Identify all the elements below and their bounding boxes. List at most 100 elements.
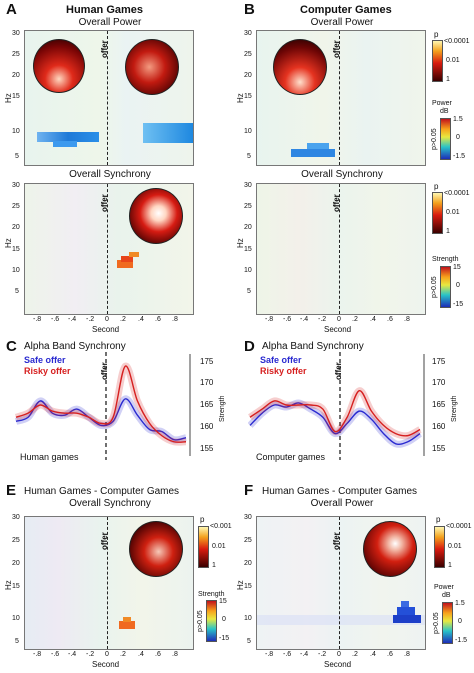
alpha-band-blob <box>37 132 99 142</box>
colorbar-tick: <0.001 <box>210 523 232 530</box>
p-label: p <box>434 182 439 191</box>
legend-safe-d: Safe offer <box>260 355 302 365</box>
alpha-band-blob <box>53 141 77 147</box>
panel-title-b: Computer Games <box>300 4 392 16</box>
second-label: Second <box>324 660 352 669</box>
offer-label: offer <box>100 194 109 212</box>
alpha-band-blob <box>397 607 415 615</box>
second-label: Second <box>324 325 352 334</box>
panel-letter-f: F <box>244 482 254 499</box>
heatmap-a-power <box>24 30 194 166</box>
alpha-band-blob <box>143 123 193 143</box>
alpha-band-blob <box>393 615 421 623</box>
p-gt-label: p>0.05 <box>431 128 438 150</box>
offer-line <box>339 517 340 649</box>
topography-head <box>273 39 327 95</box>
sync-blob <box>117 260 133 268</box>
strength-axis-label: Strength <box>219 395 226 422</box>
colorbar-tick: 0 <box>222 616 226 623</box>
legend-risky-c: Risky offer <box>24 366 71 376</box>
colorbar-tick: <0.0001 <box>444 38 470 45</box>
topography-head <box>129 188 183 244</box>
caption-c: Human games <box>20 452 79 462</box>
topography-head <box>125 39 179 95</box>
panel-letter-a: A <box>6 1 17 18</box>
colorbar-tick: 1.5 <box>455 600 465 607</box>
p-colorbar <box>434 526 445 568</box>
strength-axis-label: Strength <box>451 395 458 422</box>
p-gt-label: p>0.05 <box>197 610 204 632</box>
offer-line <box>339 31 340 165</box>
sync-blob <box>121 256 133 262</box>
offer-label: offer <box>332 532 341 550</box>
strength-colorbar <box>206 600 217 642</box>
p-label: p <box>436 515 441 524</box>
panel-letter-d: D <box>244 338 255 355</box>
colorbar-tick: <0.0001 <box>446 523 472 530</box>
panel-e-subtitle: Overall Synchrony <box>69 498 151 509</box>
heatmap-b-sync <box>256 183 426 315</box>
colorbar-tick: 15 <box>453 264 461 271</box>
panel-title-e: Human Games - Computer Games <box>24 486 180 497</box>
power-band <box>257 615 425 625</box>
offer-label: offer <box>100 532 109 550</box>
second-label: Second <box>92 660 120 669</box>
heatmap-f <box>256 516 426 650</box>
offer-label: offer <box>332 40 341 58</box>
panel-letter-e: E <box>6 482 17 499</box>
colorbar-tick: -15 <box>219 635 230 642</box>
p-label: p <box>200 515 205 524</box>
colorbar-tick: -1.5 <box>453 153 466 160</box>
db-label: dB <box>440 108 449 115</box>
offer-line <box>107 517 108 649</box>
colorbar-tick: 1 <box>448 562 452 569</box>
alpha-band-blob <box>401 601 409 607</box>
panel-letter-c: C <box>6 338 17 355</box>
p-label: p <box>434 30 439 39</box>
colorbar-tick: -15 <box>453 301 464 308</box>
power-colorbar <box>440 118 451 160</box>
p-gt-label: p>0.05 <box>433 612 440 634</box>
topography-head <box>33 39 85 93</box>
colorbar-tick: 1 <box>212 562 216 569</box>
power-label: Power <box>434 584 454 591</box>
colorbar-tick: 0 <box>456 134 460 141</box>
sync-blob <box>123 617 131 622</box>
power-label: Power <box>432 100 452 107</box>
legend-safe-c: Safe offer <box>24 355 66 365</box>
offer-label: offer <box>100 40 109 58</box>
panel-letter-b: B <box>244 1 255 18</box>
panel-b-power-title: Overall Power <box>310 17 374 28</box>
sync-blob <box>129 252 139 257</box>
series-error-band-safe <box>248 399 423 448</box>
series-line-risky <box>249 390 421 437</box>
strength-label: Strength <box>198 591 225 598</box>
legend-risky-d: Risky offer <box>260 366 307 376</box>
offer-line <box>107 184 108 314</box>
p-gt-label: p>0.05 <box>431 276 438 298</box>
panel-title-c: Alpha Band Synchrony <box>24 341 126 352</box>
colorbar-tick: 0.01 <box>448 543 462 550</box>
colorbar-tick: 1 <box>446 76 450 83</box>
p-colorbar <box>432 192 443 234</box>
series-line-safe <box>15 398 187 441</box>
alpha-band-blob <box>291 149 335 157</box>
strength-colorbar <box>440 266 451 308</box>
heatmap-e <box>24 516 194 650</box>
topography-head <box>363 521 417 577</box>
colorbar-tick: 1.5 <box>453 116 463 123</box>
series-error-band-risky <box>14 362 187 446</box>
strength-label: Strength <box>432 256 459 263</box>
sync-blob <box>119 621 135 629</box>
panel-a-sync-title: Overall Synchrony <box>69 169 151 180</box>
line-chart-c <box>14 352 191 460</box>
colorbar-tick: 15 <box>219 598 227 605</box>
colorbar-tick: 1 <box>446 228 450 235</box>
p-colorbar <box>432 40 443 82</box>
colorbar-tick: 0 <box>458 618 462 625</box>
db-label: dB <box>442 592 451 599</box>
colorbar-tick: 0 <box>456 282 460 289</box>
alpha-band-blob <box>307 143 329 149</box>
colorbar-tick: -1.5 <box>455 637 468 644</box>
colorbar-tick: 0.01 <box>446 57 460 64</box>
